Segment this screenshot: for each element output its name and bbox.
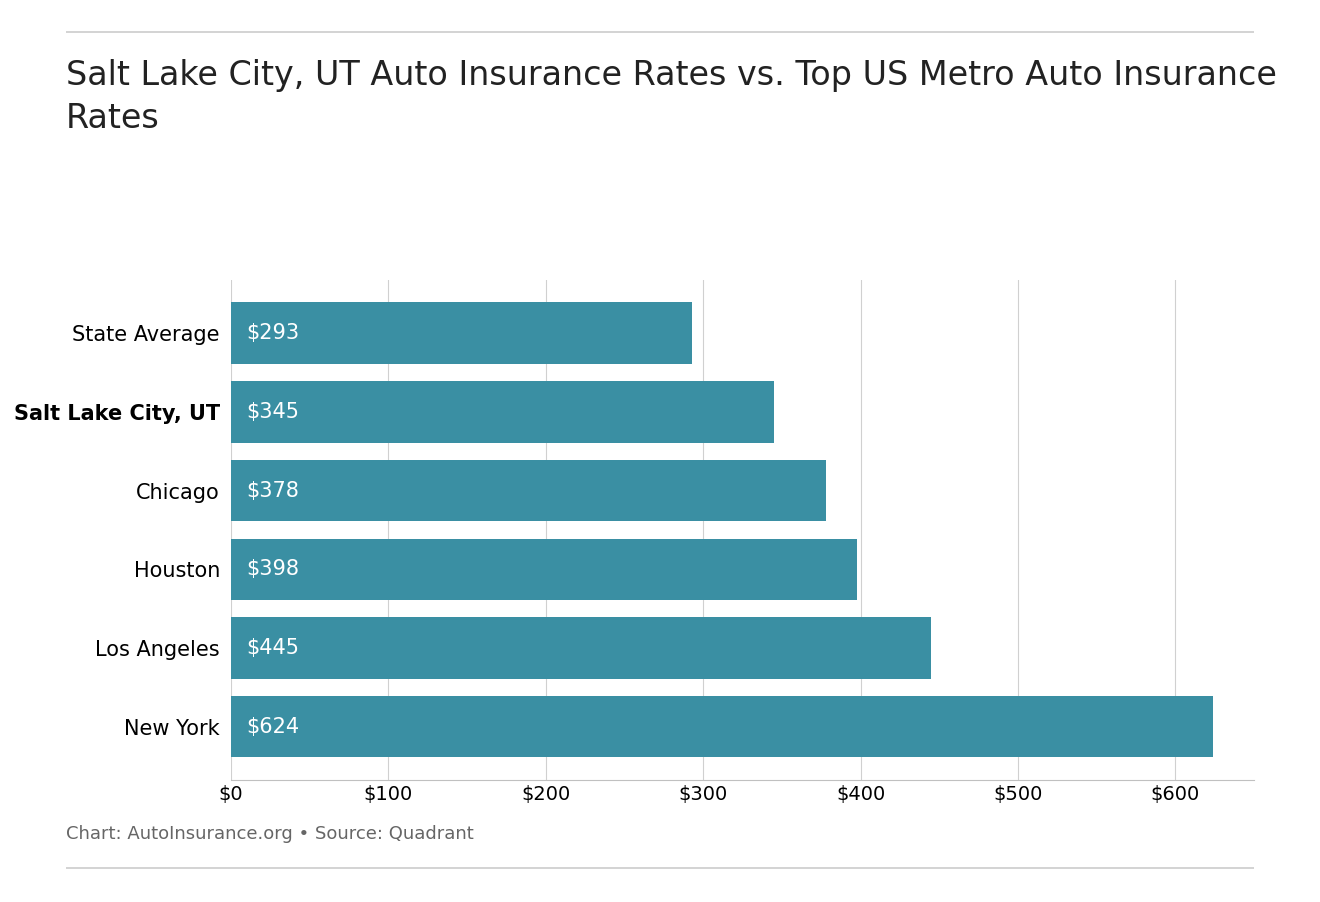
Bar [231, 696, 1213, 758]
Bar [231, 460, 826, 521]
Bar [231, 302, 692, 364]
Text: Salt Lake City, UT Auto Insurance Rates vs. Top US Metro Auto Insurance
Rates: Salt Lake City, UT Auto Insurance Rates … [66, 59, 1276, 135]
Text: $293: $293 [247, 323, 300, 343]
Text: Chart: AutoInsurance.org • Source: Quadrant: Chart: AutoInsurance.org • Source: Quadr… [66, 825, 474, 843]
Text: $624: $624 [247, 717, 300, 737]
Text: $378: $378 [247, 481, 300, 501]
Text: $445: $445 [247, 638, 300, 658]
Bar [231, 382, 774, 443]
Bar [231, 538, 858, 600]
Text: $345: $345 [247, 401, 300, 422]
Bar [231, 617, 932, 678]
Text: $398: $398 [247, 559, 300, 579]
